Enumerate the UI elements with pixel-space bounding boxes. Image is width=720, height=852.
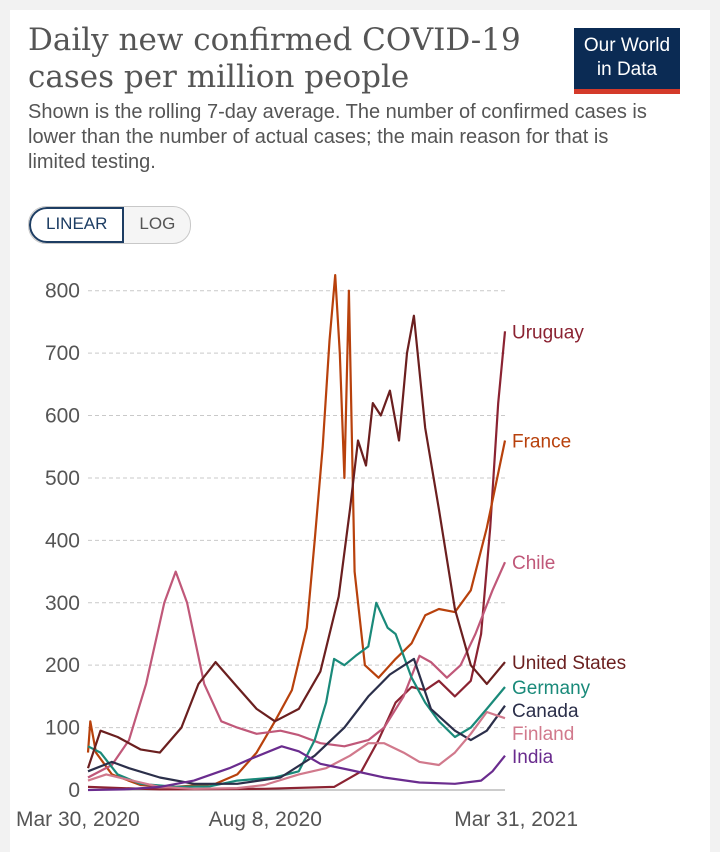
series-line-united-states [86, 314, 506, 769]
log-scale-button[interactable]: LOG [139, 214, 176, 233]
y-tick-label: 100 [45, 717, 80, 740]
y-tick-label: 800 [45, 280, 80, 303]
logo-line-1: Our World [583, 35, 671, 56]
owid-logo[interactable]: Our World in Data [574, 28, 680, 94]
x-tick-label: Mar 31, 2021 [454, 808, 578, 831]
chart-card [10, 10, 710, 852]
series-label-france: France [512, 432, 571, 453]
series-label-chile: Chile [512, 553, 555, 574]
y-tick-label: 300 [45, 592, 80, 615]
chart-subtitle: Shown is the rolling 7-day average. The … [28, 101, 647, 173]
x-tick-label: Mar 30, 2020 [16, 808, 140, 831]
y-tick-label: 500 [45, 467, 80, 490]
y-tick-label: 0 [68, 779, 80, 802]
y-tick-label: 400 [45, 529, 80, 552]
linear-scale-button[interactable]: LINEAR [29, 207, 125, 243]
series-label-india: India [512, 747, 554, 768]
series-line-chile [87, 561, 507, 779]
y-tick-label: 700 [45, 342, 80, 365]
series-label-uruguay: Uruguay [512, 322, 584, 343]
chart-title: Daily new confirmed COVID-19 cases per m… [28, 22, 528, 96]
series-label-finland: Finland [512, 724, 574, 745]
y-tick-label: 200 [45, 654, 80, 677]
series-label-canada: Canada [512, 701, 579, 722]
scale-toggle[interactable]: LINEAR LOG [28, 206, 192, 244]
series-line-india [87, 745, 506, 792]
series-label-germany: Germany [512, 678, 591, 699]
series-line-germany [87, 601, 506, 788]
title-line-1: Daily new confirmed COVID-19 [28, 22, 521, 58]
series-line-canada [87, 657, 506, 785]
y-tick-label: 600 [45, 405, 80, 428]
x-tick-label: Aug 8, 2020 [209, 808, 322, 831]
logo-line-2: in Data [596, 59, 658, 80]
series-label-united-states: United States [512, 653, 626, 674]
title-line-2: cases per million people [28, 59, 410, 95]
